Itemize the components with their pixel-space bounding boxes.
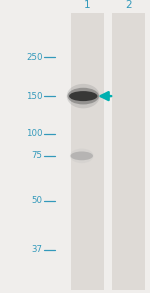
Text: 250: 250 (26, 53, 43, 62)
Ellipse shape (68, 88, 99, 104)
Text: 1: 1 (84, 0, 90, 10)
Text: 150: 150 (26, 92, 43, 100)
Bar (70, 13, 104, 290)
Bar (112, 13, 145, 290)
Text: 50: 50 (32, 196, 43, 205)
Ellipse shape (70, 151, 93, 160)
Ellipse shape (69, 91, 98, 101)
Text: 75: 75 (32, 151, 43, 160)
Ellipse shape (70, 149, 94, 163)
Ellipse shape (67, 84, 100, 108)
Text: 100: 100 (26, 130, 43, 138)
Text: 37: 37 (32, 245, 43, 254)
Text: 2: 2 (125, 0, 132, 10)
